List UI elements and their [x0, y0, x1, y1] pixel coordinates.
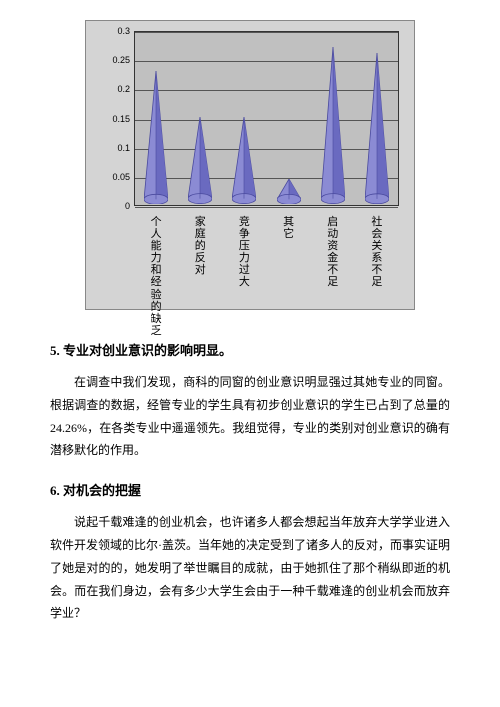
chart-cone — [277, 179, 301, 204]
chart-cone — [232, 117, 256, 204]
section-5-heading: 5. 专业对创业意识的影响明显。 — [50, 340, 450, 359]
bar-chart: 00.050.10.150.20.250.3 个人能力和经验的缺乏 家庭的反对 … — [85, 20, 415, 310]
chart-cone — [144, 71, 168, 204]
x-category-label: 其它 — [282, 216, 296, 240]
chart-cone — [365, 53, 389, 204]
gridline — [135, 120, 398, 121]
x-category-label: 个人能力和经验的缺乏 — [149, 216, 163, 337]
x-category-label: 启动资金不足 — [326, 216, 340, 289]
section-6-heading: 6. 对机会的把握 — [50, 480, 450, 499]
chart-cone — [321, 47, 345, 204]
x-category-label: 社会关系不足 — [370, 216, 384, 289]
plot-area — [134, 31, 399, 206]
y-tick-label: 0.05 — [94, 172, 130, 182]
x-category-label: 竞争压力过大 — [237, 216, 251, 289]
section-6-body: 说起千载难逢的创业机会，也许诸多人都会想起当年放弃大学学业进入软件开发领域的比尔… — [50, 511, 450, 625]
x-category-label: 家庭的反对 — [193, 216, 207, 276]
section-5-body: 在调查中我们发现，商科的同窗的创业意识明显强过其她专业的同窗。根据调查的数据，经… — [50, 371, 450, 462]
y-tick-label: 0.3 — [94, 26, 130, 36]
y-tick-label: 0.25 — [94, 55, 130, 65]
y-tick-label: 0.15 — [94, 114, 130, 124]
gridline — [135, 178, 398, 179]
gridline — [135, 149, 398, 150]
gridline — [135, 90, 398, 91]
y-tick-label: 0 — [94, 201, 130, 211]
gridline — [135, 207, 398, 208]
chart-cone — [188, 117, 212, 204]
y-tick-label: 0.2 — [94, 84, 130, 94]
y-tick-label: 0.1 — [94, 143, 130, 153]
gridline — [135, 32, 398, 33]
gridline — [135, 61, 398, 62]
